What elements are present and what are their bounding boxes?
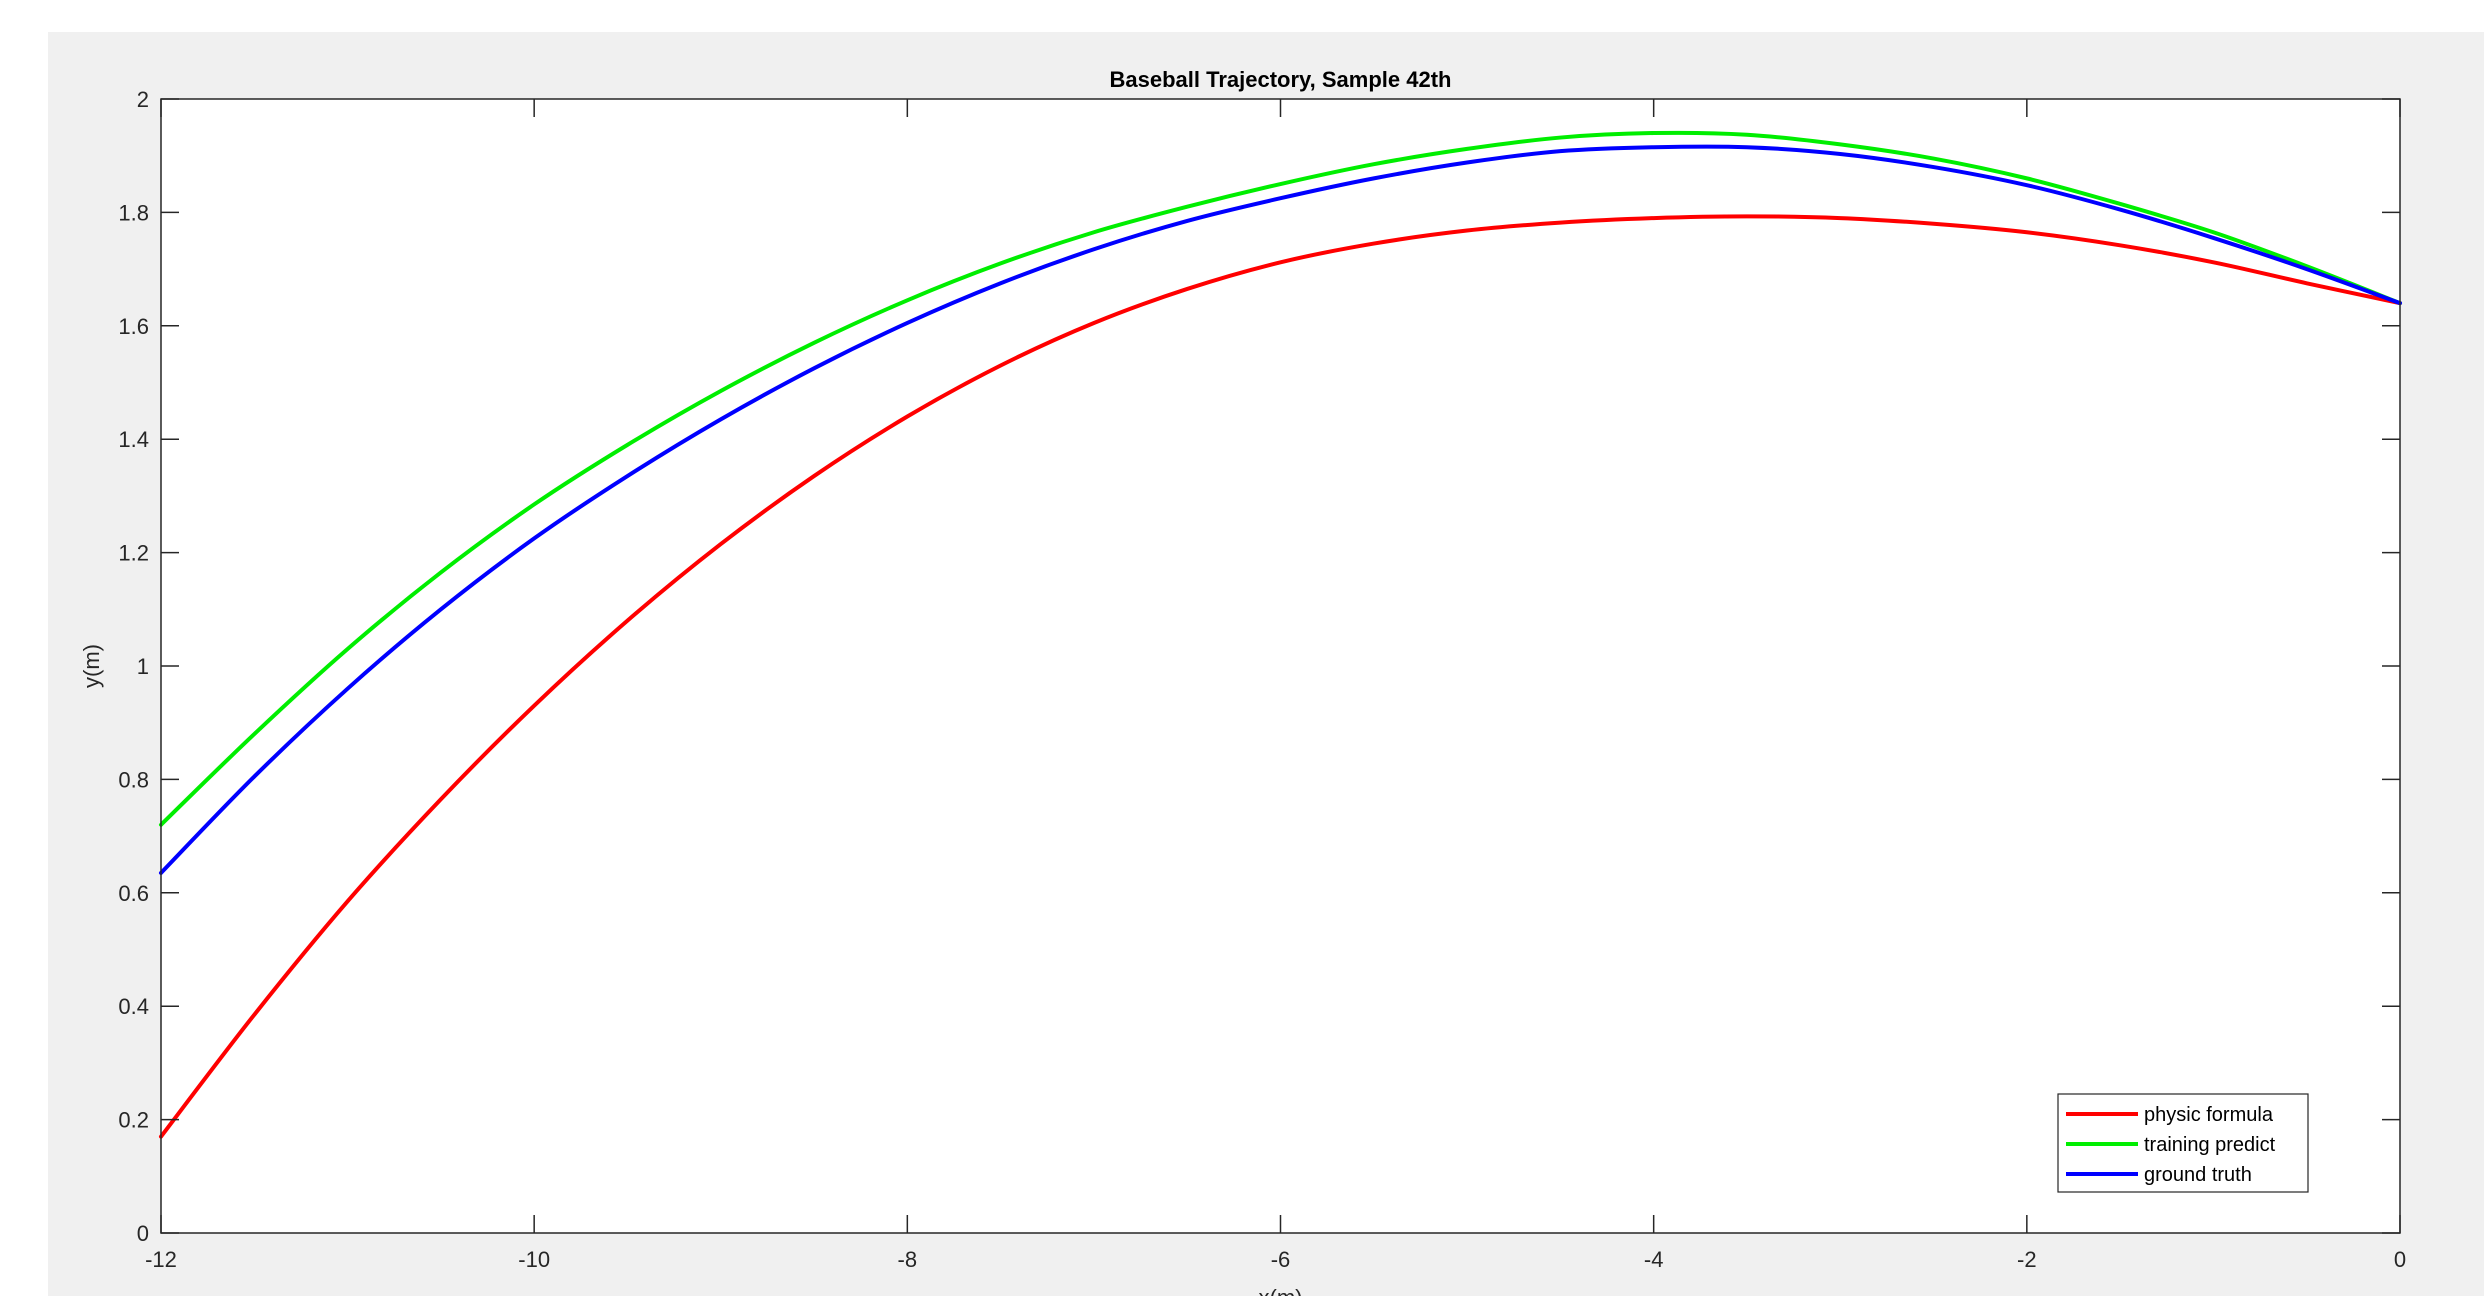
- y-tick-label: 0.8: [118, 767, 149, 792]
- legend-label: training predict: [2144, 1134, 2276, 1156]
- y-tick-label: 1.4: [118, 427, 149, 452]
- series-line-ground-truth: [159, 144, 2402, 875]
- y-tick-label: 0.6: [118, 881, 149, 906]
- chart-title: Baseball Trajectory, Sample 42th: [1110, 67, 1452, 92]
- x-tick-label: 0: [2394, 1247, 2406, 1272]
- figure-canvas: -12 -10 -8 -6 -4 -2 0 0 0.2 0.4 0.6 0.8 1 1.2 1.4 1.6 1…: [48, 32, 2484, 1296]
- x-tick-label: -2: [2017, 1247, 2037, 1272]
- series-line-physic-formula: [159, 214, 2402, 1139]
- series-line-training-predict: [159, 130, 2402, 827]
- y-axis: 0 0.2 0.4 0.6 0.8 1 1.2 1.4 1.6 1.8 2: [118, 87, 2400, 1246]
- y-tick-label: 1: [137, 654, 149, 679]
- x-tick-label: -12: [145, 1247, 177, 1272]
- legend-label: ground truth: [2144, 1164, 2252, 1186]
- legend[interactable]: physic formula training predict ground tru…: [2057, 1093, 2309, 1193]
- x-axis-label: x(m): [1259, 1285, 1303, 1296]
- y-tick-label: 0.2: [118, 1108, 149, 1133]
- chart-svg: -12 -10 -8 -6 -4 -2 0 0 0.2 0.4 0.6 0.8 1 1.2 1.4 1.6 1…: [79, 67, 2406, 1296]
- plot-area: [161, 99, 2400, 1233]
- y-axis-label: y(m): [79, 644, 104, 688]
- y-tick-label: 2: [137, 87, 149, 112]
- x-tick-label: -10: [518, 1247, 550, 1272]
- y-tick-label: 1.6: [118, 314, 149, 339]
- legend-label: physic formula: [2144, 1104, 2274, 1126]
- x-tick-label: -8: [898, 1247, 918, 1272]
- series-layer: [159, 130, 2402, 1139]
- x-tick-label: -4: [1644, 1247, 1664, 1272]
- y-tick-label: 0: [137, 1221, 149, 1246]
- legend-entries: physic formula training predict ground tru…: [2066, 1104, 2276, 1186]
- x-tick-label: -6: [1271, 1247, 1291, 1272]
- y-tick-label: 0.4: [118, 994, 149, 1019]
- y-tick-label: 1.2: [118, 541, 149, 566]
- y-tick-label: 1.8: [118, 200, 149, 225]
- x-axis: -12 -10 -8 -6 -4 -2 0: [145, 99, 2406, 1272]
- axes: -12 -10 -8 -6 -4 -2 0 0 0.2 0.4 0.6 0.8 1 1.2 1.4 1.6 1…: [79, 67, 2406, 1296]
